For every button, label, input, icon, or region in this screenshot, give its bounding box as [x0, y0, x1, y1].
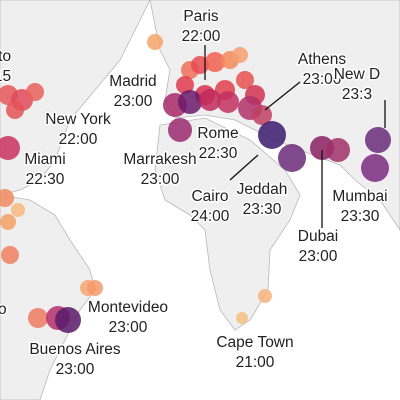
bubble	[232, 47, 248, 63]
local-time: 23:00	[299, 248, 338, 265]
bubble	[178, 90, 202, 114]
local-time: 24:00	[191, 208, 230, 225]
local-time: 23:00	[56, 361, 95, 378]
local-time: 23:30	[341, 208, 380, 225]
local-time: 22:00	[59, 131, 98, 148]
city-name: Rome	[197, 125, 238, 142]
bubble	[252, 105, 272, 125]
city-name: Cairo	[191, 188, 228, 205]
city-name: Montevideo	[88, 299, 168, 316]
bubble	[217, 91, 239, 113]
local-time: 2:15	[0, 68, 11, 85]
city-name: New York	[45, 111, 111, 128]
bubble	[147, 34, 163, 50]
bubble	[361, 154, 389, 182]
bubble	[176, 76, 194, 94]
bubble	[199, 89, 221, 111]
bubble	[55, 307, 81, 333]
arrow	[264, 81, 301, 111]
bubble	[168, 118, 192, 142]
bubble	[326, 138, 350, 162]
bubble	[11, 203, 25, 217]
local-time: 23:3	[342, 86, 372, 103]
bubble	[0, 136, 20, 160]
local-time: 22:30	[199, 145, 238, 162]
bubble	[278, 144, 306, 172]
city-name: Miami	[24, 151, 65, 168]
city-name: Marrakesh	[123, 151, 196, 168]
city-name: Athens	[298, 51, 347, 68]
city-name: go	[0, 301, 7, 318]
local-time: 22:30	[26, 171, 65, 188]
bubbles	[0, 34, 391, 333]
arrow	[229, 154, 259, 181]
local-time: 23:00	[109, 319, 148, 336]
city-name: Madrid	[109, 73, 156, 90]
bubble	[1, 246, 19, 264]
city-name: Jeddah	[237, 181, 288, 198]
city-name: Cape Town	[216, 334, 293, 351]
bubble	[258, 289, 272, 303]
bubble	[0, 214, 16, 230]
city-name: Dubai	[298, 228, 339, 245]
city-name: Paris	[183, 8, 219, 25]
local-time: 23:30	[243, 201, 282, 218]
local-time: 22:00	[182, 28, 221, 45]
local-time: 21:00	[236, 354, 275, 371]
bubble	[6, 101, 24, 119]
bubble	[205, 52, 225, 72]
local-time: 23:00	[303, 71, 342, 88]
bubble	[365, 127, 391, 153]
local-time: 23:00	[141, 171, 180, 188]
bubble	[28, 308, 48, 328]
city-name: Mumbai	[332, 188, 387, 205]
city-name: New D	[334, 66, 381, 83]
bubble	[87, 280, 103, 296]
bubble	[236, 71, 254, 89]
city-name: onto	[0, 48, 11, 65]
bubble	[258, 121, 286, 149]
bubble	[236, 312, 248, 324]
city-name: Buenos Aires	[29, 341, 121, 358]
bubble	[0, 189, 14, 207]
bubble	[26, 83, 44, 101]
arrows	[204, 45, 386, 228]
local-time: 23:00	[114, 93, 153, 110]
